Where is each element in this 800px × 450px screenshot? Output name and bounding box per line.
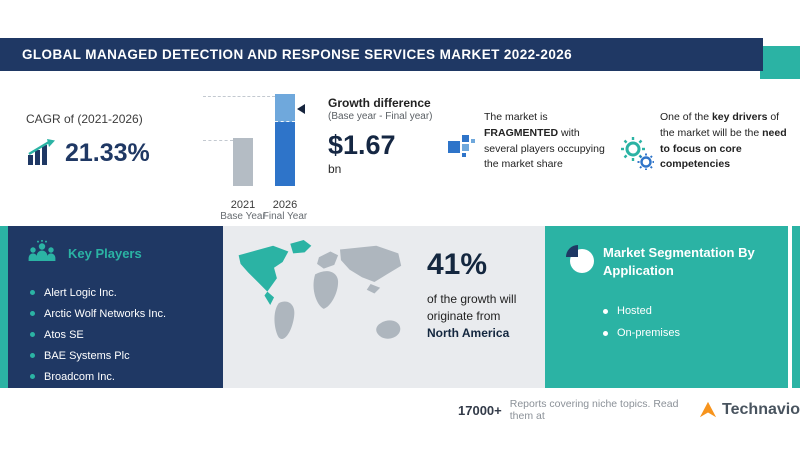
market-segmentation-panel: Market Segmentation By Application Hoste… xyxy=(545,226,788,388)
guide-line-final xyxy=(203,96,275,97)
left-accent-strip xyxy=(0,226,8,388)
footer-text: Reports covering niche topics. Read them… xyxy=(509,398,679,422)
gears-icon xyxy=(621,137,654,170)
fragmented-pre: The market is xyxy=(484,111,548,123)
bar-sublabel: Base Year xyxy=(220,211,266,222)
key-player-name: BAE Systems Plc xyxy=(44,349,130,362)
key-players-title: Key Players xyxy=(68,245,142,261)
regional-growth-panel: 41% of the growth will originate from No… xyxy=(223,226,545,388)
key-player-name: Atos SE xyxy=(44,328,84,341)
growth-title: Growth difference xyxy=(328,96,431,110)
bullet-icon xyxy=(30,374,35,379)
list-item: Hosted xyxy=(603,300,680,322)
region-text-line: originate from xyxy=(427,309,501,323)
key-players-list: Alert Logic Inc. Arctic Wolf Networks In… xyxy=(30,282,166,387)
report-count: 17000+ xyxy=(458,402,502,418)
fragmented-highlight: FRAGMENTED xyxy=(484,126,559,139)
title-bar: GLOBAL MANAGED DETECTION AND RESPONSE SE… xyxy=(0,38,763,71)
market-fragments-icon xyxy=(448,135,475,157)
bar-label-2026: 2026 Final Year xyxy=(253,199,317,222)
growth-difference-stat: Growth difference (Base year - Final yea… xyxy=(328,96,443,176)
growth-unit: bn xyxy=(328,162,342,176)
fragmented-statement: The market is FRAGMENTED with several pl… xyxy=(484,110,610,173)
region-name: North America xyxy=(427,326,510,340)
bar-year: 2021 xyxy=(230,199,256,211)
key-player-name: Alert Logic Inc. xyxy=(44,286,117,299)
list-item: On-premises xyxy=(603,322,680,344)
bar-2026-base-segment xyxy=(275,122,295,186)
list-item: Atos SE xyxy=(30,324,166,345)
bullet-icon xyxy=(603,308,608,314)
bullet-icon xyxy=(30,353,35,358)
key-player-name: Arctic Wolf Networks Inc. xyxy=(44,307,167,320)
bar-2021 xyxy=(233,138,253,186)
driver-mid: of the market will be the xyxy=(660,111,780,139)
segmentation-title: Market Segmentation By Application xyxy=(603,245,755,279)
bar-2026-growth-segment xyxy=(275,94,295,122)
key-driver-statement: One of the key drivers of the market wil… xyxy=(660,110,790,173)
driver-bold-1: key drivers xyxy=(711,111,768,123)
growth-difference-arrow-icon xyxy=(297,104,305,114)
technavio-logo[interactable]: Technavio xyxy=(699,401,800,419)
region-text-line: of the growth will xyxy=(427,292,517,306)
year-comparison-bar-chart: 2021 Base Year 2026 Final Year xyxy=(203,92,333,222)
segmentation-list: Hosted On-premises xyxy=(603,300,680,344)
cagr-value: 21.33% xyxy=(65,139,150,167)
list-item: Broadcom Inc. xyxy=(30,366,166,387)
footer: 17000+ Reports covering niche topics. Re… xyxy=(458,398,800,422)
people-icon xyxy=(28,240,56,261)
key-players-panel: Key Players Alert Logic Inc. Arctic Wolf… xyxy=(8,226,223,388)
list-item: Arctic Wolf Networks Inc. xyxy=(30,303,166,324)
title-accent-bar xyxy=(760,46,800,79)
key-players-header: Key Players xyxy=(26,240,142,266)
segment-name: On-premises xyxy=(617,327,680,339)
bar-year: 2026 xyxy=(272,199,298,211)
growth-value: $1.67 xyxy=(328,130,396,160)
bar-sublabel: Final Year xyxy=(262,211,308,222)
region-growth-value: 41% xyxy=(427,248,488,281)
technavio-arrow-icon xyxy=(699,401,717,418)
cagr-label: CAGR of (2021-2026) xyxy=(26,112,143,126)
segment-name: Hosted xyxy=(617,305,652,317)
list-item: Alert Logic Inc. xyxy=(30,282,166,303)
driver-bold-2: need to focus on core competencies xyxy=(660,126,787,171)
bullet-icon xyxy=(30,290,35,295)
page-title: GLOBAL MANAGED DETECTION AND RESPONSE SE… xyxy=(22,47,573,62)
fragmented-post: with several players occupying the marke… xyxy=(484,126,605,171)
bar-label-2021: 2021 Base Year xyxy=(211,199,275,222)
bar-2026 xyxy=(275,94,295,186)
growth-chart-icon xyxy=(28,139,55,165)
guide-line-base xyxy=(203,140,233,141)
cagr-stat: 21.33% xyxy=(26,138,150,166)
pie-chart-icon xyxy=(566,245,594,273)
brand-name: Technavio xyxy=(722,401,800,418)
list-item: BAE Systems Plc xyxy=(30,345,166,366)
key-player-name: Broadcom Inc. xyxy=(44,370,115,383)
right-accent-strip xyxy=(792,226,800,388)
bullet-icon xyxy=(30,311,35,316)
world-map xyxy=(238,239,402,339)
bullet-icon xyxy=(603,330,608,336)
growth-subtitle: (Base year - Final year) xyxy=(328,111,433,122)
driver-pre: One of the xyxy=(660,111,712,123)
bullet-icon xyxy=(30,332,35,337)
